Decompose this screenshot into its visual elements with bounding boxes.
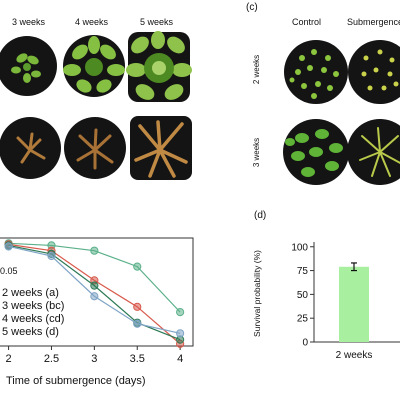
col-label-control: Control: [292, 17, 322, 27]
plant-photo-5wk-submerged: [130, 116, 192, 180]
y-tick-label: 25: [297, 314, 309, 325]
y-tick-label: 100: [291, 242, 308, 253]
data-point: [90, 246, 99, 255]
data-point: [47, 251, 56, 261]
panel-d-letter: (d): [254, 210, 267, 221]
plant-photo-5wk-control: [126, 31, 192, 102]
annotation-p-value: 0.05: [0, 266, 18, 276]
pot-3wk-submerged: [347, 119, 400, 185]
y-tick-label: 0: [302, 338, 308, 349]
x-tick-label: 2.5: [44, 353, 59, 365]
plant-photo-4wk-control: [63, 35, 125, 97]
bar: [339, 266, 369, 342]
survival-line-chart: 2 2.5 3 3.5 4: [0, 237, 194, 365]
pot-2wk-submerged: [348, 40, 400, 104]
panel-c-plant-images: [283, 40, 400, 185]
col-label-submergence: Submergence: [347, 17, 400, 27]
data-point: [90, 292, 99, 301]
col-label-4-weeks: 4 weeks: [75, 17, 109, 27]
plant-photo-3wk-control: [0, 36, 57, 96]
panel-a-plant-images: [0, 31, 192, 180]
y-tick-label: 75: [297, 266, 309, 277]
legend-item-4-weeks: 4 weeks (cd): [2, 313, 65, 325]
pot-2wk-control: [284, 40, 348, 104]
data-point: [133, 302, 142, 311]
plant-photo-4wk-submerged: [64, 117, 126, 179]
x-tick-label: 4: [177, 353, 183, 365]
panel-b-line-chart: 2 2.5 3 3.5 4 0.05 2 weeks (a) 3 weeks (bc) …: [0, 228, 200, 400]
plot-frame: [0, 237, 194, 347]
data-point: [90, 281, 99, 290]
x-category-label: 2 weeks: [336, 350, 373, 361]
plant-photo-3wk-submerged: [0, 117, 61, 179]
x-axis-title: Time of submergence (days): [6, 375, 146, 387]
data-point: [176, 329, 185, 338]
panel-a-photos: 3 weeks 4 weeks 5 weeks: [0, 0, 195, 180]
panel-d-bar-chart: (d) 0 25 50 75 100 2 weeks Survival probabili…: [248, 200, 400, 400]
data-point: [133, 262, 142, 271]
legend-item-3-weeks: 3 weeks (bc): [2, 300, 65, 312]
legend-item-2-weeks: 2 weeks (a): [2, 287, 59, 299]
x-tick-label: 3: [91, 353, 97, 365]
col-label-3-weeks: 3 weeks: [12, 17, 46, 27]
y-axis-title: Survival probability (%): [251, 250, 262, 337]
data-point: [133, 319, 142, 328]
col-label-5-weeks: 5 weeks: [140, 17, 174, 27]
x-tick-label: 2: [6, 353, 12, 365]
pot-3wk-control: [283, 119, 349, 185]
panel-c-photos: (c) Control Submergence 2 weeks 3 weeks: [240, 0, 400, 195]
survival-bar-chart: 0 25 50 75 100 2 weeks: [291, 242, 400, 361]
legend-item-5-weeks: 5 weeks (d): [2, 326, 59, 338]
y-tick-label: 50: [297, 290, 309, 301]
panel-c-letter: (c): [246, 2, 258, 13]
legend: 2 weeks (a) 3 weeks (bc) 4 weeks (cd) 5 …: [2, 288, 112, 340]
data-point: [176, 308, 185, 317]
x-tick-label: 3.5: [130, 353, 145, 365]
data-point: [4, 242, 13, 251]
